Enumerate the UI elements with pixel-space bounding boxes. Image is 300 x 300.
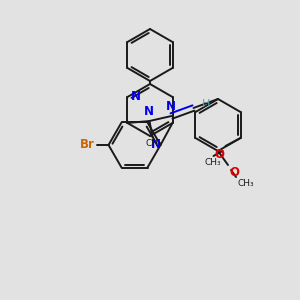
Text: N: N	[166, 100, 176, 113]
Text: N: N	[130, 91, 140, 103]
Text: H: H	[202, 99, 210, 109]
Text: N: N	[151, 138, 161, 151]
Text: CH₃: CH₃	[145, 139, 162, 148]
Text: O: O	[214, 148, 224, 161]
Text: N: N	[143, 105, 154, 118]
Text: CH₃: CH₃	[237, 179, 253, 188]
Text: CH₃: CH₃	[204, 158, 221, 167]
Text: O: O	[229, 166, 239, 179]
Text: Br: Br	[80, 139, 94, 152]
